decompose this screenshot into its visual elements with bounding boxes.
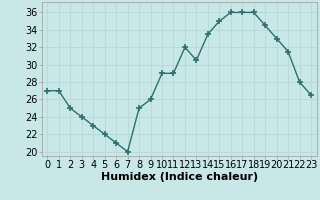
X-axis label: Humidex (Indice chaleur): Humidex (Indice chaleur) <box>100 172 258 182</box>
